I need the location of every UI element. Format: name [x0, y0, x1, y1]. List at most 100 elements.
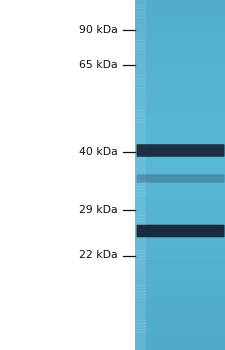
Bar [135, 344, 225, 347]
Bar [135, 116, 225, 120]
Bar [135, 166, 225, 169]
Bar [135, 111, 146, 114]
Bar [135, 216, 146, 219]
Bar [135, 253, 225, 257]
Bar [135, 172, 146, 175]
Bar [135, 282, 225, 286]
Bar [135, 20, 146, 23]
Bar [135, 256, 225, 260]
Bar [135, 90, 146, 93]
Bar [135, 26, 225, 29]
FancyBboxPatch shape [137, 144, 225, 157]
Bar [135, 6, 225, 9]
Bar [135, 271, 146, 274]
Bar [135, 338, 225, 341]
Bar [135, 140, 225, 143]
Bar [135, 291, 225, 295]
Bar [135, 247, 225, 251]
Bar [135, 113, 146, 117]
Bar [135, 175, 225, 178]
Bar [135, 11, 146, 15]
Bar [135, 207, 146, 210]
Bar [135, 102, 146, 105]
Bar [135, 111, 225, 114]
Bar [135, 26, 146, 29]
Bar [135, 221, 225, 225]
Bar [135, 181, 146, 184]
Bar [135, 268, 225, 271]
Bar [135, 251, 146, 254]
Bar [135, 172, 225, 175]
Bar [135, 239, 146, 242]
Bar [135, 128, 225, 131]
Bar [135, 297, 225, 300]
Bar [135, 90, 225, 93]
Bar [135, 37, 146, 41]
Bar [135, 218, 225, 222]
Bar [135, 245, 225, 248]
Bar [135, 265, 225, 268]
Bar [135, 326, 146, 330]
Bar [135, 70, 225, 73]
Bar [135, 175, 146, 178]
Bar [135, 233, 225, 236]
Bar [135, 280, 225, 283]
Bar [135, 43, 225, 47]
Bar [135, 233, 146, 236]
Bar [135, 317, 225, 321]
Bar [135, 23, 225, 26]
Bar [135, 2, 225, 6]
Bar [135, 338, 146, 341]
Bar [135, 113, 225, 117]
Bar [135, 169, 146, 172]
Bar [135, 64, 225, 67]
Bar [135, 67, 146, 70]
Bar [135, 32, 225, 35]
Bar [135, 67, 225, 70]
Bar [135, 52, 225, 55]
Bar [135, 216, 225, 219]
Bar [135, 6, 146, 9]
Bar [135, 303, 146, 306]
Bar [135, 189, 146, 193]
Bar [135, 0, 225, 3]
Bar [135, 70, 146, 73]
Bar [135, 236, 225, 239]
Bar [135, 329, 146, 332]
FancyBboxPatch shape [137, 174, 225, 183]
Bar [135, 300, 146, 303]
Bar [135, 96, 146, 99]
Bar [135, 347, 225, 350]
Bar [135, 177, 225, 181]
Bar [135, 146, 225, 149]
Bar [135, 163, 146, 166]
Bar [135, 259, 146, 262]
Bar [135, 35, 146, 38]
Bar [135, 119, 146, 122]
Bar [135, 11, 225, 15]
Bar [135, 102, 225, 105]
Bar [135, 294, 146, 297]
Bar [135, 93, 225, 96]
Bar [135, 341, 146, 344]
Text: 65 kDa: 65 kDa [79, 60, 118, 70]
Bar [135, 163, 225, 166]
Bar [135, 17, 146, 20]
Bar [135, 218, 146, 222]
Bar [135, 142, 146, 146]
Bar [135, 154, 225, 158]
Bar [135, 52, 146, 55]
Bar [135, 198, 225, 201]
Bar [135, 58, 146, 61]
Bar [135, 169, 225, 172]
Bar [135, 78, 225, 82]
Bar [135, 201, 146, 204]
Bar [135, 119, 225, 122]
Bar [135, 64, 146, 67]
Bar [135, 347, 146, 350]
Bar [135, 230, 225, 233]
Bar [135, 93, 146, 96]
Text: 40 kDa: 40 kDa [79, 147, 118, 157]
Bar [135, 166, 146, 169]
Bar [135, 76, 225, 79]
